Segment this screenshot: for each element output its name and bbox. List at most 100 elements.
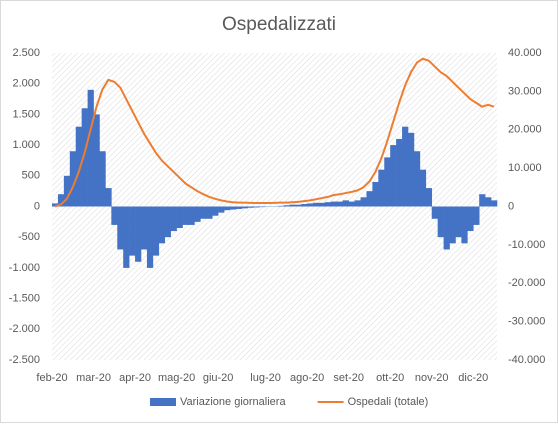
bar — [491, 200, 497, 206]
bar — [313, 203, 319, 207]
bar — [200, 207, 206, 219]
bar — [242, 207, 248, 209]
bar — [129, 207, 135, 256]
bar — [147, 207, 153, 268]
bar — [432, 207, 438, 219]
bar — [260, 207, 266, 208]
bar — [177, 207, 183, 228]
x-tick-label: lug-20 — [250, 372, 281, 384]
bar — [384, 157, 390, 206]
bar — [283, 205, 289, 206]
bar — [426, 188, 432, 206]
bar — [372, 182, 378, 207]
x-tick-label: dic-20 — [458, 372, 488, 384]
y-tick-label: 2.500 — [12, 47, 40, 59]
bar — [325, 202, 331, 206]
bar — [450, 207, 456, 244]
bar — [224, 207, 230, 211]
bar — [218, 207, 224, 213]
legend-swatch — [150, 398, 176, 406]
bar — [206, 207, 212, 219]
y2-tick-label: 40.000 — [508, 47, 542, 59]
bar — [165, 207, 171, 238]
bar — [183, 207, 189, 225]
bar — [141, 207, 147, 250]
y2-tick-label: -20.000 — [508, 277, 545, 289]
bar — [123, 207, 129, 268]
bar — [194, 207, 200, 222]
y-tick-label: 0 — [34, 200, 40, 212]
x-tick-label: ott-20 — [376, 372, 404, 384]
legend-label: Ospedali (totale) — [348, 396, 429, 408]
bar — [414, 151, 420, 206]
y2-tick-label: 30.000 — [508, 85, 542, 97]
bar — [88, 90, 94, 207]
bar — [479, 194, 485, 206]
bar — [461, 207, 467, 244]
y2-tick-label: -10.000 — [508, 239, 545, 251]
bar — [99, 151, 105, 206]
bar — [366, 191, 372, 206]
y2-tick-label: 10.000 — [508, 162, 542, 174]
bar — [473, 207, 479, 225]
x-tick-label: mag-20 — [158, 372, 195, 384]
bar — [467, 207, 473, 232]
bar — [485, 197, 491, 206]
x-tick-label: giu-20 — [203, 372, 234, 384]
bar — [135, 207, 141, 262]
bar — [236, 207, 242, 209]
bar — [171, 207, 177, 232]
y-tick-label: -2.500 — [9, 354, 40, 366]
bar — [396, 139, 402, 207]
bar — [230, 207, 236, 210]
bar — [289, 205, 295, 207]
y2-tick-label: 20.000 — [508, 124, 542, 136]
bar — [361, 197, 367, 206]
y-tick-label: -1.000 — [9, 262, 40, 274]
bar — [455, 207, 461, 238]
y-tick-label: 1.000 — [12, 139, 40, 151]
bar — [277, 206, 283, 207]
y2-tick-label: 0 — [508, 200, 514, 212]
y-tick-label: 500 — [22, 170, 40, 182]
bar — [248, 207, 254, 208]
bar — [301, 204, 307, 206]
x-tick-label: mar-20 — [76, 372, 111, 384]
legend-label: Variazione giornaliera — [180, 396, 286, 408]
bar — [111, 207, 117, 225]
bar — [420, 170, 426, 207]
bar — [117, 207, 123, 250]
bar — [94, 114, 100, 206]
y-tick-label: -1.500 — [9, 293, 40, 305]
bar — [319, 203, 325, 207]
bar — [378, 170, 384, 207]
bar — [444, 207, 450, 250]
bar — [254, 207, 260, 208]
y-tick-label: -500 — [18, 231, 40, 243]
y-tick-label: 1.500 — [12, 108, 40, 120]
y-tick-label: -2.000 — [9, 323, 40, 335]
bar — [355, 200, 361, 206]
bar — [153, 207, 159, 256]
x-tick-label: feb-20 — [36, 372, 67, 384]
bar — [402, 127, 408, 207]
x-tick-label: nov-20 — [415, 372, 449, 384]
y-tick-label: 2.000 — [12, 78, 40, 90]
bar — [212, 207, 218, 216]
chart-title: Ospedalizzati — [222, 14, 336, 35]
bar — [295, 205, 301, 207]
bar — [408, 133, 414, 207]
bar — [188, 207, 194, 225]
bar — [105, 188, 111, 206]
x-tick-label: set-20 — [333, 372, 364, 384]
bar — [438, 207, 444, 238]
bar — [349, 202, 355, 207]
bar — [337, 202, 343, 207]
bar — [343, 200, 349, 206]
bar — [159, 207, 165, 244]
bar — [307, 203, 313, 206]
x-tick-label: ago-20 — [290, 372, 324, 384]
x-tick-label: apr-20 — [119, 372, 151, 384]
y2-tick-label: -40.000 — [508, 354, 545, 366]
